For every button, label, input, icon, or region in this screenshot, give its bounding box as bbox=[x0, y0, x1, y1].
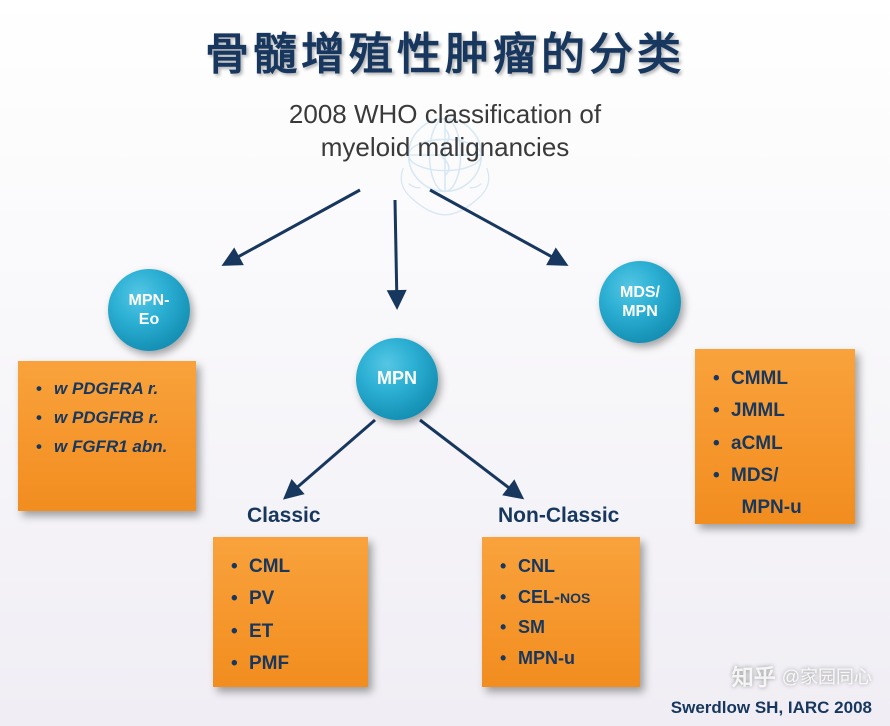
list-item: JMML bbox=[709, 395, 839, 427]
watermark-user: @家园同心 bbox=[782, 663, 872, 689]
list-item: w PDGFRB r. bbox=[32, 404, 180, 433]
node-mpn-eo: MPN- Eo bbox=[108, 269, 190, 351]
list-item: SM bbox=[496, 612, 624, 643]
subtitle-line-2: myeloid malignancies bbox=[0, 131, 890, 164]
box-classic-items: CMLPVETPMF bbox=[213, 537, 368, 687]
box-nonclassic-items: CNLCEL-NOSSMMPN-u bbox=[482, 537, 640, 687]
list-item: CML bbox=[227, 551, 352, 583]
list-item: MDS/ MPN-u bbox=[709, 460, 839, 525]
list-item: PV bbox=[227, 583, 352, 615]
list-item: ET bbox=[227, 616, 352, 648]
page-title: 骨髓增殖性肿瘤的分类 bbox=[0, 18, 890, 82]
list-item: CEL-NOS bbox=[496, 582, 624, 613]
list-item: CMML bbox=[709, 363, 839, 395]
list-item: MPN-u bbox=[496, 643, 624, 674]
list-item: w PDGFRA r. bbox=[32, 375, 180, 404]
list-item: CNL bbox=[496, 551, 624, 582]
zhihu-logo-icon: 知乎 bbox=[732, 660, 776, 692]
list-item: aCML bbox=[709, 428, 839, 460]
box-mpn-eo-items: w PDGFRA r.w PDGFRB r.w FGFR1 abn. bbox=[18, 361, 196, 511]
box-mds-mpn-items: CMMLJMMLaCMLMDS/ MPN-u bbox=[695, 349, 855, 524]
label-classic: Classic bbox=[247, 504, 321, 528]
list-item: PMF bbox=[227, 648, 352, 680]
node-mpn: MPN bbox=[356, 338, 438, 420]
watermark: 知乎 @家园同心 bbox=[732, 660, 872, 692]
subtitle: 2008 WHO classification of myeloid malig… bbox=[0, 98, 890, 163]
citation-text: Swerdlow SH, IARC 2008 bbox=[671, 698, 872, 718]
list-item: w FGFR1 abn. bbox=[32, 433, 180, 462]
node-mds-mpn: MDS/ MPN bbox=[599, 261, 681, 343]
label-non-classic: Non-Classic bbox=[498, 504, 619, 528]
subtitle-line-1: 2008 WHO classification of bbox=[0, 98, 890, 131]
